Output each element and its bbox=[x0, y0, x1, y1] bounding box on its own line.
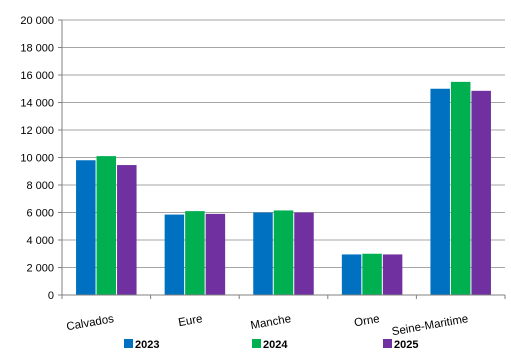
bar-2024-orne bbox=[362, 253, 382, 295]
x-axis-labels: Calvados Eure Manche Orne Seine-Maritime bbox=[66, 313, 470, 338]
x-category-label: Seine-Maritime bbox=[391, 313, 469, 338]
bar-2025-seine-maritime bbox=[471, 90, 491, 295]
legend: 2023 2024 2025 bbox=[124, 339, 418, 351]
y-tick-label: 8 000 bbox=[26, 180, 54, 192]
bar-2025-manche bbox=[294, 212, 314, 295]
y-tick-label: 4 000 bbox=[26, 235, 54, 247]
bar-2024-eure bbox=[185, 211, 205, 295]
bar-2023-eure bbox=[164, 214, 185, 295]
y-tick-label: 16 000 bbox=[20, 70, 54, 82]
bar-2024-seine-maritime bbox=[450, 81, 471, 295]
bar-2025-orne bbox=[382, 254, 403, 295]
y-tick-label: 10 000 bbox=[20, 153, 54, 165]
legend-label: 2024 bbox=[263, 339, 288, 351]
legend-label: 2023 bbox=[135, 339, 159, 351]
y-tick-label: 20 000 bbox=[20, 15, 54, 27]
bar-2024-manche bbox=[273, 210, 294, 295]
legend-swatch bbox=[252, 339, 261, 348]
y-tick-label: 0 bbox=[48, 290, 54, 302]
x-category-label: Manche bbox=[250, 313, 292, 332]
bars bbox=[76, 81, 491, 295]
y-tick-label: 14 000 bbox=[20, 98, 54, 110]
y-axis-ticks: 0 2 000 4 000 6 000 8 000 10 000 12 000 14 000 1… bbox=[20, 15, 62, 302]
x-category-label: Eure bbox=[177, 313, 203, 329]
y-tick-label: 18 000 bbox=[20, 43, 54, 55]
y-tick-label: 2 000 bbox=[26, 263, 54, 275]
bar-2025-eure bbox=[205, 213, 226, 295]
y-tick-label: 12 000 bbox=[20, 125, 54, 137]
bar-2023-manche bbox=[253, 212, 273, 295]
legend-label: 2025 bbox=[394, 339, 418, 351]
bar-2023-seine-maritime bbox=[430, 88, 450, 295]
bar-2023-calvados bbox=[76, 160, 96, 295]
bar-2024-calvados bbox=[96, 156, 117, 295]
y-tick-label: 6 000 bbox=[26, 208, 54, 220]
legend-swatch bbox=[124, 339, 133, 348]
legend-swatch bbox=[383, 339, 392, 348]
bar-2023-orne bbox=[341, 254, 362, 295]
x-category-label: Orne bbox=[353, 313, 380, 329]
axes bbox=[61, 20, 506, 299]
x-category-label: Calvados bbox=[66, 313, 116, 333]
bar-2025-calvados bbox=[117, 165, 137, 295]
